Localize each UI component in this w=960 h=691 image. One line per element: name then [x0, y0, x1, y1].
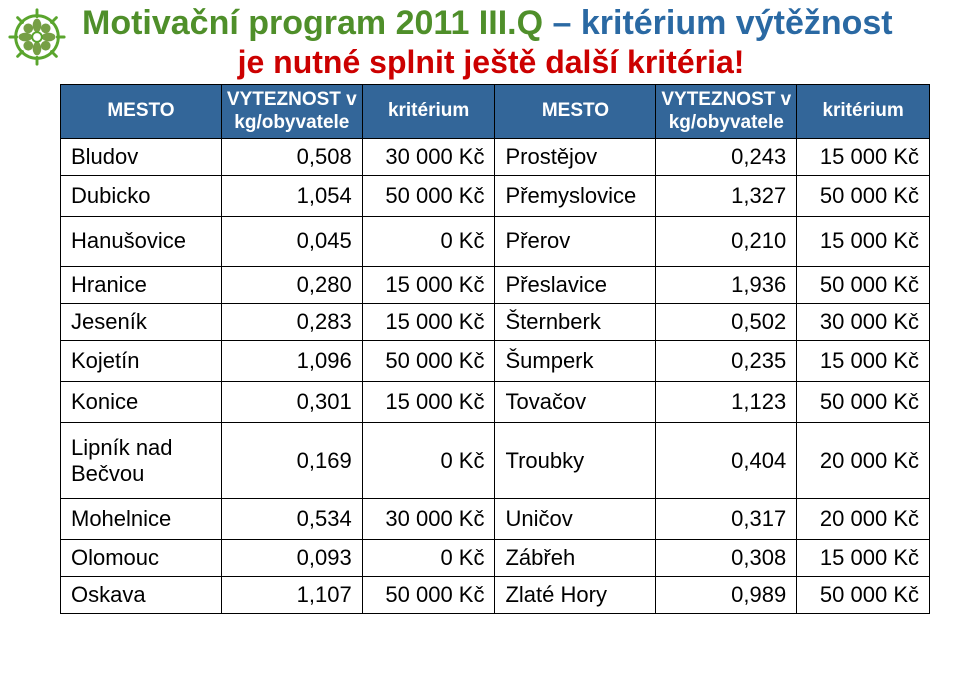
- table-cell: Bludov: [61, 139, 222, 176]
- table-cell: 50 000 Kč: [362, 176, 495, 217]
- table-body: Bludov0,50830 000 KčProstějov0,24315 000…: [61, 139, 930, 614]
- table-cell: 50 000 Kč: [362, 340, 495, 381]
- table-header-cell: MESTO: [495, 85, 656, 139]
- brand-logo: [6, 6, 68, 68]
- table-cell: 0,502: [656, 303, 797, 340]
- table-header-cell: VYTEZNOST v kg/obyvatele: [221, 85, 362, 139]
- table-row: Dubicko1,05450 000 KčPřemyslovice1,32750…: [61, 176, 930, 217]
- table-cell: 50 000 Kč: [797, 577, 930, 614]
- table-cell: Tovačov: [495, 382, 656, 423]
- table-cell: 50 000 Kč: [362, 577, 495, 614]
- title-sep: –: [543, 4, 581, 42]
- table-cell: 20 000 Kč: [797, 423, 930, 499]
- table-cell: 15 000 Kč: [362, 382, 495, 423]
- table-cell: 1,936: [656, 266, 797, 303]
- table-row: Kojetín1,09650 000 KčŠumperk0,23515 000 …: [61, 340, 930, 381]
- table-header-cell: MESTO: [61, 85, 222, 139]
- table-cell: 0,045: [221, 217, 362, 266]
- data-table-wrap: MESTOVYTEZNOST v kg/obyvatelekritériumME…: [60, 84, 930, 614]
- table-row: Hranice0,28015 000 KčPřeslavice1,93650 0…: [61, 266, 930, 303]
- page-subtitle: je nutné splnit ještě další kritéria!: [82, 44, 900, 81]
- table-cell: 0,235: [656, 340, 797, 381]
- table-cell: 1,327: [656, 176, 797, 217]
- table-row: Olomouc0,0930 KčZábřeh0,30815 000 Kč: [61, 540, 930, 577]
- table-cell: Přemyslovice: [495, 176, 656, 217]
- table-cell: 1,054: [221, 176, 362, 217]
- table-cell: 0,508: [221, 139, 362, 176]
- table-header-cell: kritérium: [362, 85, 495, 139]
- table-cell: Šternberk: [495, 303, 656, 340]
- table-cell: Zábřeh: [495, 540, 656, 577]
- table-header-cell: VYTEZNOST v kg/obyvatele: [656, 85, 797, 139]
- table-cell: 0,243: [656, 139, 797, 176]
- table-cell: 1,107: [221, 577, 362, 614]
- title-part-blue: kritérium výtěžnost: [581, 4, 893, 42]
- table-row: Mohelnice0,53430 000 KčUničov0,31720 000…: [61, 498, 930, 539]
- table-cell: 15 000 Kč: [797, 139, 930, 176]
- table-cell: Konice: [61, 382, 222, 423]
- table-cell: Lipník nad Bečvou: [61, 423, 222, 499]
- table-cell: Hranice: [61, 266, 222, 303]
- table-cell: 0,308: [656, 540, 797, 577]
- table-row: Lipník nad Bečvou0,1690 KčTroubky0,40420…: [61, 423, 930, 499]
- table-cell: 0,210: [656, 217, 797, 266]
- table-cell: Šumperk: [495, 340, 656, 381]
- table-cell: 0,301: [221, 382, 362, 423]
- table-cell: 0,317: [656, 498, 797, 539]
- table-row: Jeseník0,28315 000 KčŠternberk0,50230 00…: [61, 303, 930, 340]
- table-cell: 0,283: [221, 303, 362, 340]
- page-title: Motivační program 2011 III.Q – kritérium…: [82, 4, 893, 43]
- table-cell: Oskava: [61, 577, 222, 614]
- table-row: Bludov0,50830 000 KčProstějov0,24315 000…: [61, 139, 930, 176]
- table-cell: 20 000 Kč: [797, 498, 930, 539]
- table-cell: 0 Kč: [362, 217, 495, 266]
- table-cell: 50 000 Kč: [797, 382, 930, 423]
- table-cell: Kojetín: [61, 340, 222, 381]
- table-cell: Přeslavice: [495, 266, 656, 303]
- table-cell: Hanušovice: [61, 217, 222, 266]
- table-row: Hanušovice0,0450 KčPřerov0,21015 000 Kč: [61, 217, 930, 266]
- table-cell: 0,280: [221, 266, 362, 303]
- table-cell: 0,534: [221, 498, 362, 539]
- table-cell: 15 000 Kč: [362, 266, 495, 303]
- table-cell: Uničov: [495, 498, 656, 539]
- table-cell: 15 000 Kč: [797, 540, 930, 577]
- table-cell: 1,123: [656, 382, 797, 423]
- table-cell: 0,169: [221, 423, 362, 499]
- table-cell: 0,093: [221, 540, 362, 577]
- table-cell: 15 000 Kč: [797, 217, 930, 266]
- table-cell: Prostějov: [495, 139, 656, 176]
- table-cell: 30 000 Kč: [362, 498, 495, 539]
- table-cell: 30 000 Kč: [797, 303, 930, 340]
- table-cell: 0,404: [656, 423, 797, 499]
- table-cell: Mohelnice: [61, 498, 222, 539]
- table-cell: Jeseník: [61, 303, 222, 340]
- table-cell: 0,989: [656, 577, 797, 614]
- table-cell: Zlaté Hory: [495, 577, 656, 614]
- table-row: Oskava1,10750 000 KčZlaté Hory0,98950 00…: [61, 577, 930, 614]
- table-cell: 0 Kč: [362, 423, 495, 499]
- data-table: MESTOVYTEZNOST v kg/obyvatelekritériumME…: [60, 84, 930, 614]
- table-cell: Troubky: [495, 423, 656, 499]
- table-cell: Olomouc: [61, 540, 222, 577]
- table-cell: 50 000 Kč: [797, 266, 930, 303]
- table-header-cell: kritérium: [797, 85, 930, 139]
- table-header-row: MESTOVYTEZNOST v kg/obyvatelekritériumME…: [61, 85, 930, 139]
- table-cell: 15 000 Kč: [797, 340, 930, 381]
- table-cell: 50 000 Kč: [797, 176, 930, 217]
- table-cell: 15 000 Kč: [362, 303, 495, 340]
- table-cell: 30 000 Kč: [362, 139, 495, 176]
- table-row: Konice0,30115 000 KčTovačov1,12350 000 K…: [61, 382, 930, 423]
- table-cell: 0 Kč: [362, 540, 495, 577]
- title-part-green: Motivační program 2011 III.Q: [82, 4, 543, 42]
- table-cell: 1,096: [221, 340, 362, 381]
- table-cell: Dubicko: [61, 176, 222, 217]
- table-cell: Přerov: [495, 217, 656, 266]
